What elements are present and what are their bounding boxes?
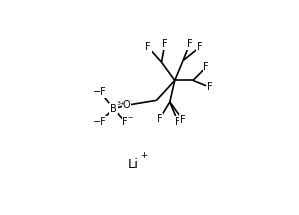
Text: F: F bbox=[207, 82, 212, 92]
Text: F: F bbox=[175, 117, 181, 127]
Text: F: F bbox=[187, 39, 193, 49]
Text: F: F bbox=[157, 114, 163, 123]
Text: F: F bbox=[203, 62, 209, 72]
Text: Li: Li bbox=[128, 158, 139, 171]
Text: +: + bbox=[140, 151, 147, 160]
Text: −F: −F bbox=[93, 87, 107, 97]
Text: F: F bbox=[162, 39, 168, 49]
Text: O: O bbox=[123, 100, 131, 110]
Text: F: F bbox=[197, 42, 202, 52]
Text: F: F bbox=[180, 115, 186, 125]
Text: −: − bbox=[127, 115, 133, 120]
Text: 3+: 3+ bbox=[117, 101, 126, 106]
Text: F: F bbox=[122, 117, 128, 127]
Text: −F: −F bbox=[93, 117, 107, 127]
Text: ·: · bbox=[129, 98, 131, 103]
Text: F: F bbox=[145, 42, 151, 52]
Text: B: B bbox=[110, 104, 117, 114]
